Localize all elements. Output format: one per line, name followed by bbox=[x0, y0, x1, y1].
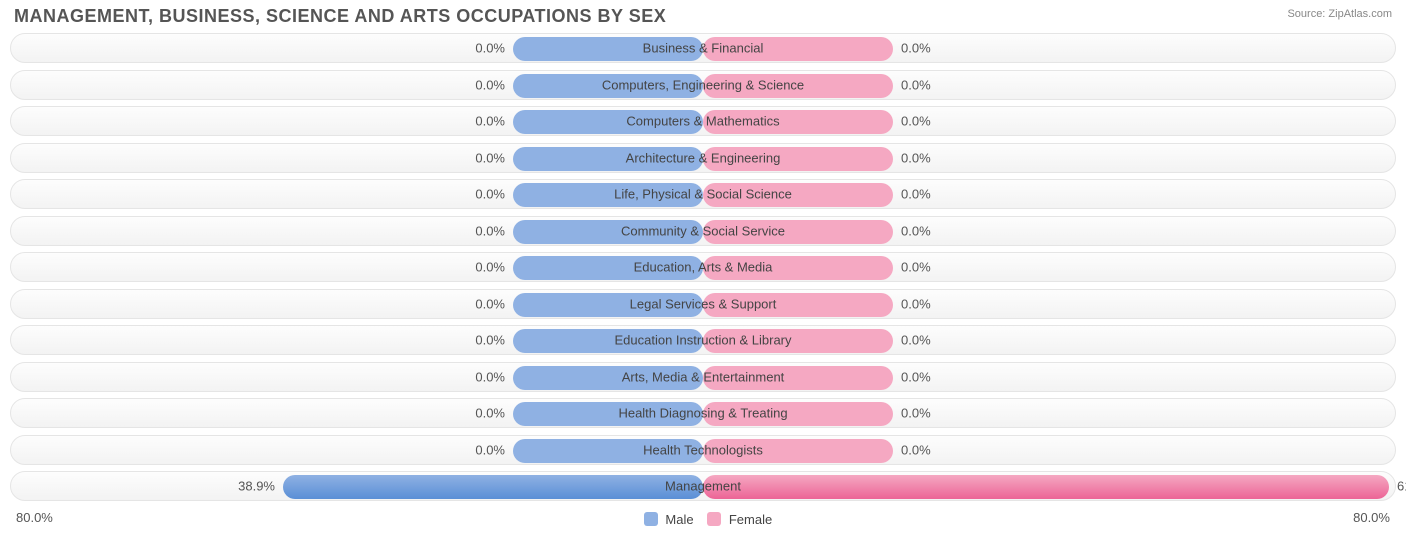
row-label: Architecture & Engineering bbox=[622, 150, 785, 165]
chart-row: Arts, Media & Entertainment 0.0% 0.0% bbox=[10, 362, 1396, 392]
value-male: 0.0% bbox=[475, 77, 505, 92]
value-male: 0.0% bbox=[475, 406, 505, 421]
value-male: 0.0% bbox=[475, 296, 505, 311]
chart-row: Architecture & Engineering 0.0% 0.0% bbox=[10, 143, 1396, 173]
legend-swatch-male bbox=[644, 512, 658, 526]
row-label: Computers & Mathematics bbox=[622, 114, 783, 129]
row-label: Community & Social Service bbox=[617, 223, 789, 238]
diverging-bar-chart: Business & Financial0.0%0.0%Computers, E… bbox=[10, 33, 1396, 501]
row-label: Education Instruction & Library bbox=[610, 333, 795, 348]
value-female: 0.0% bbox=[901, 77, 931, 92]
bar-male bbox=[283, 475, 703, 499]
row-label: Legal Services & Support bbox=[626, 296, 781, 311]
legend-swatch-female bbox=[707, 512, 721, 526]
value-male: 38.9% bbox=[238, 479, 275, 494]
axis-max-label: 80.0% bbox=[1353, 510, 1390, 527]
value-male: 0.0% bbox=[475, 333, 505, 348]
value-female: 61.1% bbox=[1397, 479, 1406, 494]
chart-title: MANAGEMENT, BUSINESS, SCIENCE AND ARTS O… bbox=[14, 6, 666, 27]
chart-row: Health Technologists 0.0% 0.0% bbox=[10, 435, 1396, 465]
chart-legend: Male Female bbox=[634, 512, 772, 527]
chart-row: Business & Financial 0.0% 0.0% bbox=[10, 33, 1396, 63]
value-male: 0.0% bbox=[475, 150, 505, 165]
chart-row: Health Diagnosing & Treating 0.0% 0.0% bbox=[10, 398, 1396, 428]
value-female: 0.0% bbox=[901, 333, 931, 348]
value-female: 0.0% bbox=[901, 260, 931, 275]
value-male: 0.0% bbox=[475, 114, 505, 129]
row-label: Health Diagnosing & Treating bbox=[614, 406, 791, 421]
row-label: Arts, Media & Entertainment bbox=[618, 369, 789, 384]
chart-row: Management38.9%61.1% bbox=[10, 471, 1396, 501]
value-female: 0.0% bbox=[901, 223, 931, 238]
value-female: 0.0% bbox=[901, 114, 931, 129]
legend-label-female: Female bbox=[729, 512, 772, 527]
value-male: 0.0% bbox=[475, 41, 505, 56]
value-male: 0.0% bbox=[475, 442, 505, 457]
value-female: 0.0% bbox=[901, 150, 931, 165]
row-label: Education, Arts & Media bbox=[630, 260, 777, 275]
axis-min-label: 80.0% bbox=[16, 510, 53, 527]
row-label: Management bbox=[661, 479, 745, 494]
chart-row: Life, Physical & Social Science 0.0% 0.0% bbox=[10, 179, 1396, 209]
row-label: Life, Physical & Social Science bbox=[610, 187, 796, 202]
value-male: 0.0% bbox=[475, 187, 505, 202]
bar-female bbox=[703, 475, 1389, 499]
chart-row: Education, Arts & Media 0.0% 0.0% bbox=[10, 252, 1396, 282]
chart-row: Computers, Engineering & Science 0.0% 0.0% bbox=[10, 70, 1396, 100]
value-female: 0.0% bbox=[901, 369, 931, 384]
chart-row: Computers & Mathematics 0.0% 0.0% bbox=[10, 106, 1396, 136]
value-male: 0.0% bbox=[475, 223, 505, 238]
x-axis: 80.0% Male Female 80.0% bbox=[10, 508, 1396, 527]
chart-row: Education Instruction & Library 0.0% 0.0% bbox=[10, 325, 1396, 355]
value-female: 0.0% bbox=[901, 442, 931, 457]
value-female: 0.0% bbox=[901, 187, 931, 202]
value-female: 0.0% bbox=[901, 406, 931, 421]
source-label: Source: ZipAtlas.com bbox=[1287, 8, 1392, 20]
row-label: Business & Financial bbox=[639, 41, 768, 56]
value-male: 0.0% bbox=[475, 369, 505, 384]
value-female: 0.0% bbox=[901, 296, 931, 311]
chart-row: Community & Social Service 0.0% 0.0% bbox=[10, 216, 1396, 246]
chart-row: Legal Services & Support 0.0% 0.0% bbox=[10, 289, 1396, 319]
value-male: 0.0% bbox=[475, 260, 505, 275]
chart-container: MANAGEMENT, BUSINESS, SCIENCE AND ARTS O… bbox=[0, 0, 1406, 527]
row-label: Computers, Engineering & Science bbox=[598, 77, 808, 92]
chart-header: MANAGEMENT, BUSINESS, SCIENCE AND ARTS O… bbox=[10, 6, 1396, 33]
row-label: Health Technologists bbox=[639, 442, 767, 457]
legend-label-male: Male bbox=[665, 512, 693, 527]
value-female: 0.0% bbox=[901, 41, 931, 56]
